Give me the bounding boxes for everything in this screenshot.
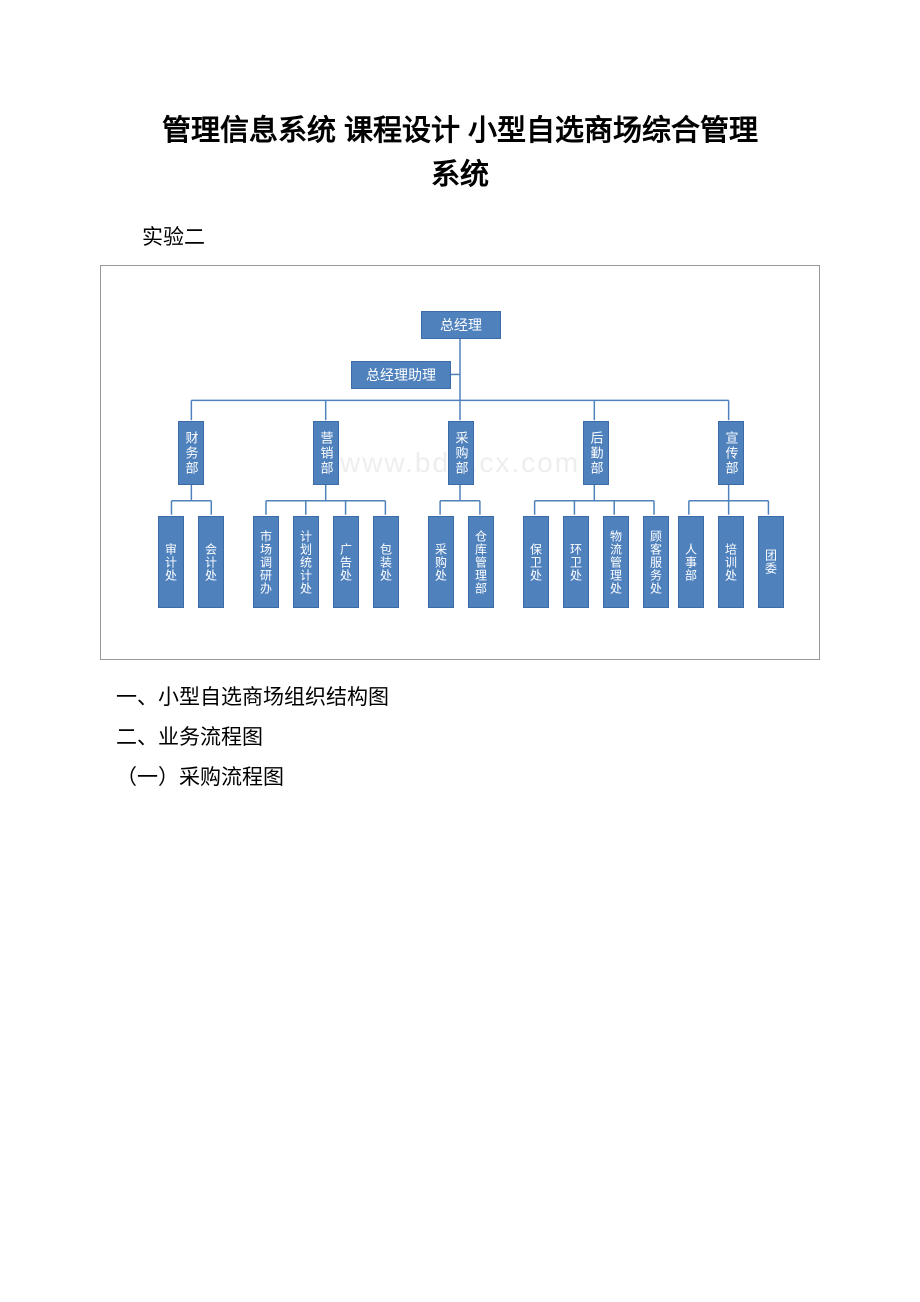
org-dept-1: 营销部 xyxy=(313,421,339,485)
org-dept-4: 宣传部 xyxy=(718,421,744,485)
org-leaf-3-0: 保卫处 xyxy=(523,516,549,608)
document-title: 管理信息系统 课程设计 小型自选商场综合管理 系统 xyxy=(100,110,820,197)
org-dept-3: 后勤部 xyxy=(583,421,609,485)
org-dept-0: 财务部 xyxy=(178,421,204,485)
title-line-1: 管理信息系统 课程设计 小型自选商场综合管理 xyxy=(162,115,758,147)
org-leaf-4-1: 培训处 xyxy=(718,516,744,608)
org-assistant: 总经理助理 xyxy=(351,361,451,389)
org-chart: www.bd...cx.com 总经理总经理助理财务部审计处会计处营销部市场调研… xyxy=(100,265,820,660)
section-1: 一、小型自选商场组织结构图 xyxy=(116,678,820,718)
section-2: 二、业务流程图 xyxy=(116,718,820,758)
org-leaf-3-2: 物流管理处 xyxy=(603,516,629,608)
org-leaf-2-0: 采购处 xyxy=(428,516,454,608)
org-leaf-1-0: 市场调研办 xyxy=(253,516,279,608)
experiment-label: 实验二 xyxy=(100,221,820,251)
org-leaf-2-1: 仓库管理部 xyxy=(468,516,494,608)
org-leaf-0-0: 审计处 xyxy=(158,516,184,608)
org-leaf-3-3: 顾客服务处 xyxy=(643,516,669,608)
org-leaf-0-1: 会计处 xyxy=(198,516,224,608)
org-leaf-4-0: 人事部 xyxy=(678,516,704,608)
org-leaf-4-2: 团委 xyxy=(758,516,784,608)
section-3: （一）采购流程图 xyxy=(116,758,820,798)
org-leaf-1-2: 广告处 xyxy=(333,516,359,608)
org-dept-2: 采购部 xyxy=(448,421,474,485)
org-root: 总经理 xyxy=(421,311,501,339)
org-leaf-3-1: 环卫处 xyxy=(563,516,589,608)
org-leaf-1-1: 计划统计处 xyxy=(293,516,319,608)
org-leaf-1-3: 包装处 xyxy=(373,516,399,608)
title-line-2: 系统 xyxy=(431,159,489,191)
